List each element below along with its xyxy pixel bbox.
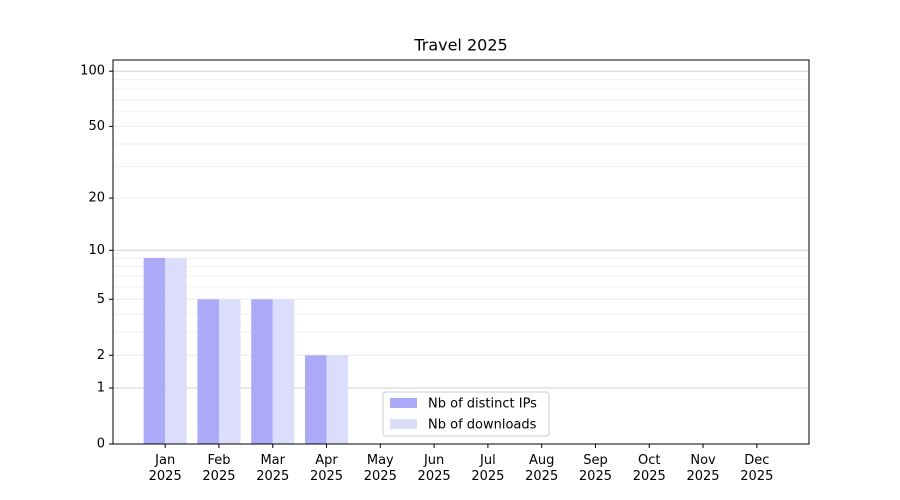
x-tick-label: Jan 2025 [148, 453, 182, 484]
bar [251, 299, 273, 444]
x-tick-label: Aug 2025 [525, 453, 559, 484]
y-tick-label: 100 [80, 64, 105, 79]
legend-swatch [390, 419, 417, 429]
x-tick-label: Apr 2025 [309, 453, 344, 484]
y-tick-label: 1 [97, 381, 105, 396]
chart-title: Travel 2025 [413, 36, 507, 55]
bar [305, 355, 327, 444]
bar [143, 257, 166, 444]
y-tick-label: 2 [97, 348, 105, 363]
x-tick-label: Feb 2025 [202, 453, 236, 484]
y-tick-label: 0 [97, 437, 105, 452]
legend: Nb of distinct IPs Nb of downloads [382, 391, 550, 437]
bar [272, 299, 295, 444]
y-tick-label: 5 [97, 292, 105, 307]
x-tick-label: Jun 2025 [417, 453, 451, 484]
y-tick-label: 50 [88, 119, 105, 134]
plot-frame [112, 59, 810, 445]
bar [197, 299, 219, 444]
legend-box [382, 391, 550, 437]
x-tick-label: Dec 2025 [740, 453, 774, 484]
x-tick-label: May 2025 [363, 453, 397, 484]
x-tick-label: Nov 2025 [686, 453, 720, 484]
x-tick-label: Jul 2025 [471, 453, 505, 484]
bar [165, 257, 187, 444]
legend-label: Nb of distinct IPs [428, 397, 537, 412]
legend-swatch [390, 398, 417, 408]
x-tick-label: Mar 2025 [256, 453, 290, 484]
legend-label: Nb of downloads [428, 418, 537, 433]
y-tick-label: 20 [88, 191, 105, 206]
bar [326, 355, 349, 444]
y-tick-label: 10 [88, 243, 105, 258]
bar [218, 299, 241, 444]
x-tick-label: Sep 2025 [578, 453, 612, 484]
x-tick-label: Oct 2025 [632, 453, 666, 484]
